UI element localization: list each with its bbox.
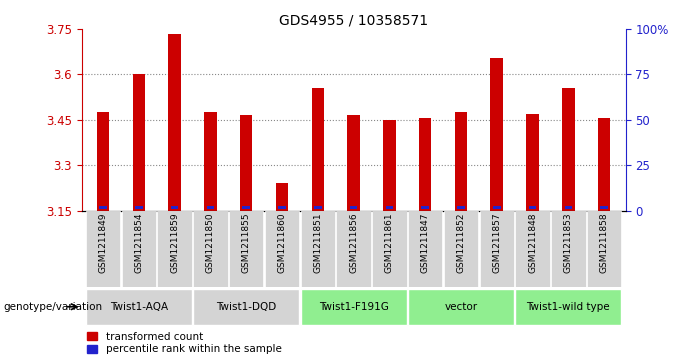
Bar [193, 289, 299, 325]
Legend: transformed count, percentile rank within the sample: transformed count, percentile rank withi… [87, 332, 282, 354]
Bar [347, 115, 360, 211]
Bar [515, 211, 549, 287]
Bar [526, 114, 539, 211]
Text: Twist1-AQA: Twist1-AQA [109, 302, 168, 312]
Text: GSM1211861: GSM1211861 [385, 213, 394, 273]
Bar [135, 206, 143, 209]
Bar [229, 211, 263, 287]
Bar [386, 206, 393, 209]
Text: Twist1-wild type: Twist1-wild type [526, 302, 610, 312]
Bar [598, 118, 611, 211]
Bar [515, 289, 622, 325]
Bar [133, 74, 145, 211]
Text: GSM1211848: GSM1211848 [528, 213, 537, 273]
Text: Twist1-F191G: Twist1-F191G [319, 302, 388, 312]
Bar [350, 206, 358, 209]
Bar [193, 211, 228, 287]
Bar [455, 112, 467, 211]
Bar [493, 206, 500, 209]
Bar [204, 112, 217, 211]
Bar [372, 211, 407, 287]
Text: GSM1211847: GSM1211847 [421, 213, 430, 273]
Bar [207, 206, 214, 209]
Bar [122, 211, 156, 287]
Text: genotype/variation: genotype/variation [3, 302, 103, 312]
Bar [86, 289, 192, 325]
Text: Twist1-DQD: Twist1-DQD [216, 302, 276, 312]
Bar [408, 211, 443, 287]
Bar [278, 206, 286, 209]
Text: GSM1211852: GSM1211852 [456, 213, 466, 273]
Bar [479, 211, 514, 287]
Bar [408, 289, 514, 325]
Bar [311, 88, 324, 211]
Bar [86, 211, 120, 287]
Bar [529, 206, 537, 209]
Text: GSM1211858: GSM1211858 [600, 213, 609, 273]
Text: GSM1211849: GSM1211849 [99, 213, 107, 273]
Bar [419, 118, 431, 211]
Text: GSM1211855: GSM1211855 [241, 213, 251, 273]
Bar [301, 289, 407, 325]
Bar [265, 211, 299, 287]
Text: GSM1211853: GSM1211853 [564, 213, 573, 273]
Bar [551, 211, 585, 287]
Text: GSM1211860: GSM1211860 [277, 213, 286, 273]
Bar [564, 206, 572, 209]
Bar [314, 206, 322, 209]
Text: GSM1211859: GSM1211859 [170, 213, 179, 273]
Bar [600, 206, 608, 209]
Text: GSM1211856: GSM1211856 [349, 213, 358, 273]
Bar [169, 33, 181, 211]
Text: GSM1211857: GSM1211857 [492, 213, 501, 273]
Bar [171, 206, 178, 209]
Bar [457, 206, 464, 209]
Bar [276, 183, 288, 211]
Text: GSM1211851: GSM1211851 [313, 213, 322, 273]
Bar [158, 211, 192, 287]
Bar [422, 206, 429, 209]
Bar [240, 115, 252, 211]
Text: vector: vector [445, 302, 477, 312]
Bar [587, 211, 622, 287]
Bar [562, 88, 575, 211]
Bar [301, 211, 335, 287]
Bar [97, 112, 109, 211]
Bar [444, 211, 478, 287]
Bar [99, 206, 107, 209]
Title: GDS4955 / 10358571: GDS4955 / 10358571 [279, 14, 428, 28]
Text: GSM1211850: GSM1211850 [206, 213, 215, 273]
Bar [243, 206, 250, 209]
Bar [337, 211, 371, 287]
Bar [383, 120, 396, 211]
Text: GSM1211854: GSM1211854 [135, 213, 143, 273]
Bar [490, 58, 503, 211]
